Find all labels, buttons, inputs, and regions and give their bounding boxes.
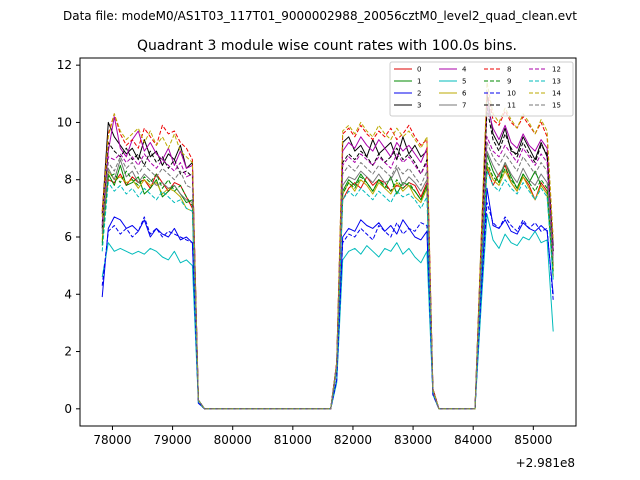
series-line-15 — [101, 142, 554, 410]
x-tick-label: 81000 — [274, 433, 312, 447]
x-tick-label: 83000 — [394, 433, 432, 447]
chart-title: Quadrant 3 module wise count rates with … — [137, 38, 517, 54]
x-tick-label: 80000 — [214, 433, 252, 447]
x-tick-label: 79000 — [153, 433, 191, 447]
y-tick-label: 8 — [64, 173, 72, 187]
legend-label-10: 10 — [507, 90, 516, 98]
legend-label-2: 2 — [417, 90, 421, 98]
legend-label-7: 7 — [462, 102, 466, 110]
legend-label-3: 3 — [417, 102, 421, 110]
legend-label-0: 0 — [417, 66, 421, 74]
plot-frame — [79, 57, 577, 427]
legend-label-1: 1 — [417, 78, 421, 86]
legend-label-9: 9 — [507, 78, 511, 86]
legend-label-11: 11 — [507, 102, 516, 110]
x-tick-label: 78000 — [93, 433, 131, 447]
legend-label-14: 14 — [552, 90, 561, 98]
y-tick-label: 12 — [57, 58, 72, 72]
legend-label-12: 12 — [552, 66, 561, 74]
y-tick-label: 2 — [64, 345, 72, 359]
x-tick-label: 82000 — [334, 433, 372, 447]
legend-label-13: 13 — [552, 78, 561, 86]
legend-label-8: 8 — [507, 66, 511, 74]
x-axis: 78000 79000 80000 81000 82000 83000 84000 85000 — [93, 426, 552, 447]
figure-suptitle: Data file: modeM0/AS1T03_117T01_90000029… — [63, 9, 577, 23]
x-offset-label: +2.981e8 — [516, 456, 575, 470]
x-tick-label: 85000 — [514, 433, 552, 447]
y-tick-label: 10 — [57, 115, 72, 129]
y-tick-label: 4 — [64, 287, 72, 301]
y-axis: 0 2 4 6 8 10 12 — [57, 58, 80, 416]
legend-label-4: 4 — [462, 66, 467, 74]
legend-label-6: 6 — [462, 90, 467, 98]
legend-label-15: 15 — [552, 102, 561, 110]
x-tick-label: 84000 — [454, 433, 492, 447]
y-tick-label: 0 — [64, 402, 72, 416]
legend-label-5: 5 — [462, 78, 466, 86]
plot-series-group — [101, 81, 554, 410]
y-tick-label: 6 — [64, 230, 72, 244]
legend-frame — [389, 61, 574, 117]
